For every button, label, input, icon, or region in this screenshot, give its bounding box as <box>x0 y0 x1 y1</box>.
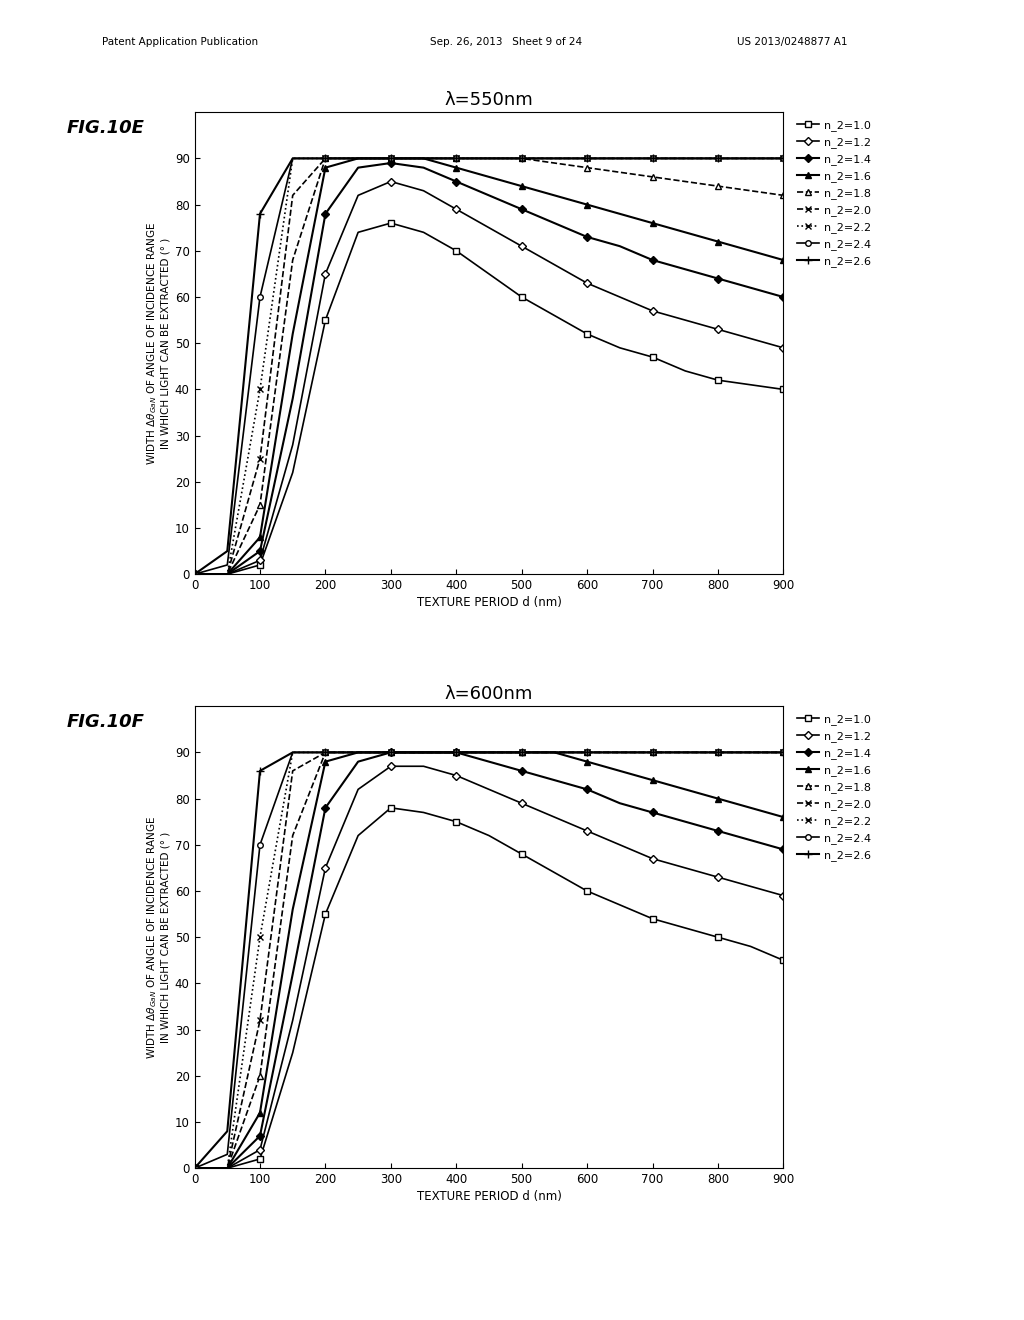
Legend: n_2=1.0, n_2=1.2, n_2=1.4, n_2=1.6, n_2=1.8, n_2=2.0, n_2=2.2, n_2=2.4, n_2=2.6: n_2=1.0, n_2=1.2, n_2=1.4, n_2=1.6, n_2=… <box>795 117 873 269</box>
Text: Sep. 26, 2013   Sheet 9 of 24: Sep. 26, 2013 Sheet 9 of 24 <box>430 37 583 48</box>
Text: FIG.10F: FIG.10F <box>67 713 144 731</box>
X-axis label: TEXTURE PERIOD d (nm): TEXTURE PERIOD d (nm) <box>417 597 561 610</box>
Title: λ=600nm: λ=600nm <box>444 685 534 704</box>
Y-axis label: WIDTH $\Delta\theta_{GaN}$ OF ANGLE OF INCIDENCE RANGE
IN WHICH LIGHT CAN BE EXT: WIDTH $\Delta\theta_{GaN}$ OF ANGLE OF I… <box>145 816 171 1059</box>
X-axis label: TEXTURE PERIOD d (nm): TEXTURE PERIOD d (nm) <box>417 1191 561 1204</box>
Text: US 2013/0248877 A1: US 2013/0248877 A1 <box>737 37 848 48</box>
Title: λ=550nm: λ=550nm <box>444 91 534 110</box>
Y-axis label: WIDTH $\Delta\theta_{GaN}$ OF ANGLE OF INCIDENCE RANGE
IN WHICH LIGHT CAN BE EXT: WIDTH $\Delta\theta_{GaN}$ OF ANGLE OF I… <box>145 222 171 465</box>
Text: FIG.10E: FIG.10E <box>67 119 144 137</box>
Text: Patent Application Publication: Patent Application Publication <box>102 37 258 48</box>
Legend: n_2=1.0, n_2=1.2, n_2=1.4, n_2=1.6, n_2=1.8, n_2=2.0, n_2=2.2, n_2=2.4, n_2=2.6: n_2=1.0, n_2=1.2, n_2=1.4, n_2=1.6, n_2=… <box>795 711 873 863</box>
